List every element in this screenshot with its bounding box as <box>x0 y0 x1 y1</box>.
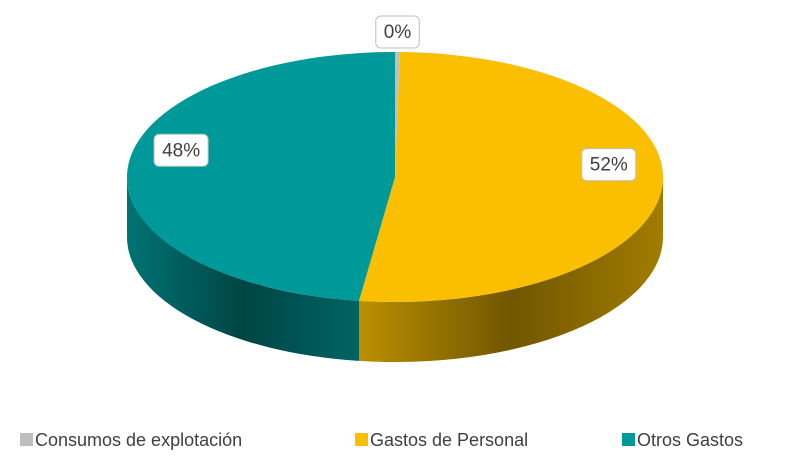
slice-side-shade <box>359 177 663 362</box>
slice-side-shade <box>126 177 360 361</box>
slice <box>395 52 401 177</box>
data-label: 52% <box>590 155 628 176</box>
data-label-box <box>581 148 637 182</box>
slice <box>126 52 395 301</box>
data-label: 48% <box>162 140 200 161</box>
slice <box>359 52 663 302</box>
legend-label: Consumos de explotación <box>35 430 242 450</box>
legend-swatch <box>622 433 635 446</box>
data-label-box <box>153 133 209 167</box>
data-label-box <box>375 15 420 49</box>
legend-label: Otros Gastos <box>637 430 743 450</box>
legend-label: Gastos de Personal <box>370 430 528 450</box>
legend-swatch <box>20 433 33 446</box>
data-label: 0% <box>384 22 412 43</box>
legend-swatch <box>355 433 368 446</box>
